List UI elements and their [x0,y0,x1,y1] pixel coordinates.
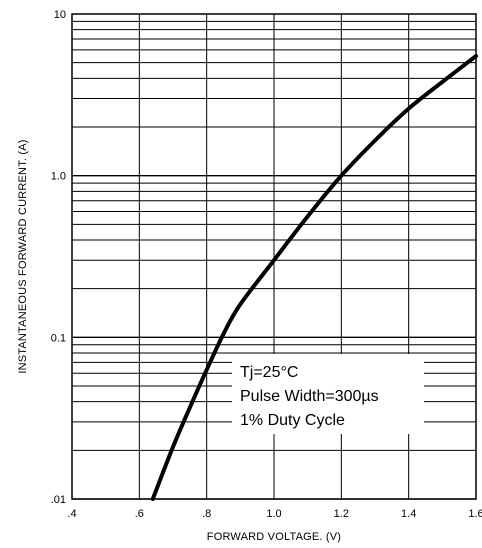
x-tick-label: .4 [67,508,76,520]
y-tick-labels: .01 0.1 1.0 10 [51,9,66,506]
x-tick-label: .8 [202,508,211,520]
plot-frame [71,13,477,500]
y-tick-label: 10 [54,9,66,21]
y-axis-label: INSTANTANEOUS FORWARD CURRENT. (A) [17,139,29,373]
series-group [150,54,478,501]
x-tick-label: 1.0 [266,508,281,520]
annotation-line-2: Pulse Width=300µs [240,388,379,405]
x-tick-labels: .4 .6 .8 1.0 1.2 1.4 1.6 [67,508,482,520]
forward-current-curve [150,54,478,501]
annotation-line-1: Tj=25°C [240,364,298,381]
y-tick-label: 1.0 [51,171,66,183]
x-tick-label: .6 [135,508,144,520]
y-tick-label: 0.1 [51,332,66,344]
y-tick-label: .01 [51,494,66,506]
annotations: Tj=25°C Pulse Width=300µs 1% Duty Cycle [240,364,379,429]
x-tick-label: 1.2 [334,508,349,520]
annotation-box [232,354,424,434]
x-tick-label: 1.6 [468,508,482,520]
plot-border [71,13,477,500]
x-axis-label: FORWARD VOLTAGE. (V) [207,531,341,543]
x-tick-label: 1.4 [401,508,416,520]
annotation-line-3: 1% Duty Cycle [240,412,345,429]
annotation-background [232,354,424,434]
